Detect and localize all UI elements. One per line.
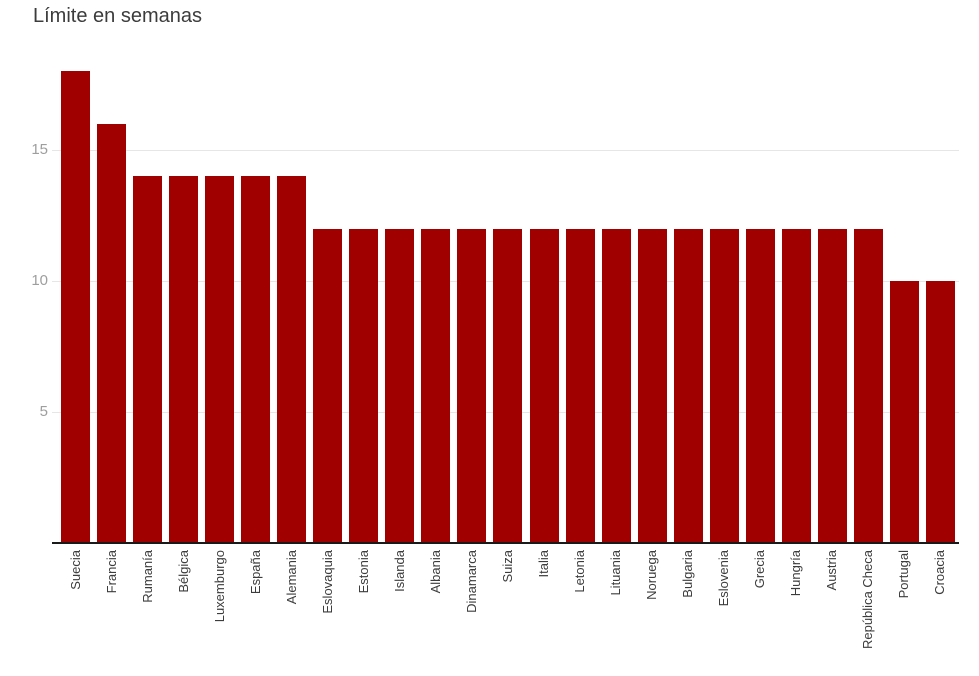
x-tick-label: Suiza [500, 550, 516, 588]
x-tick-label: Alemania [284, 550, 300, 609]
bar [241, 176, 270, 543]
bar [133, 176, 162, 543]
y-tick-label: 10 [31, 272, 48, 289]
x-tick-label-text: Albania [427, 550, 443, 594]
x-tick-label-text: Bulgaria [680, 550, 696, 598]
x-tick-label-text: Islanda [391, 550, 407, 592]
x-tick-label: Grecia [752, 550, 768, 593]
x-tick-label: Italia [536, 550, 552, 582]
x-tick-label: Hungría [788, 550, 804, 601]
x-axis-line [52, 542, 959, 544]
bar [493, 229, 522, 543]
bar [926, 281, 955, 543]
x-tick-label-text: Dinamarca [463, 550, 479, 613]
bar [818, 229, 847, 543]
x-tick-label-text: Luxemburgo [211, 550, 227, 623]
gridline [52, 150, 959, 151]
bar [277, 176, 306, 543]
x-tick-label-text: Hungría [788, 550, 804, 597]
x-tick-label: Albania [428, 550, 444, 598]
bar [782, 229, 811, 543]
x-tick-label-text: Italia [536, 550, 552, 578]
x-tick-label: Dinamarca [464, 550, 480, 618]
x-tick-label: Suecia [68, 550, 84, 595]
x-tick-label-text: Eslovenia [716, 550, 732, 607]
x-tick-label: Bélgica [176, 550, 192, 598]
bar [313, 229, 342, 543]
y-tick-label: 5 [39, 403, 48, 420]
bar [349, 229, 378, 543]
x-tick-label: Portugal [896, 550, 912, 603]
bar [97, 124, 126, 543]
chart-title: Límite en semanas [33, 5, 202, 27]
x-tick-label: Luxemburgo [212, 550, 228, 627]
x-tick-label-text: República Checa [860, 550, 876, 650]
x-tick-label: Eslovenia [716, 550, 732, 611]
x-tick-label: Noruega [644, 550, 660, 605]
x-tick-label: Bulgaria [680, 550, 696, 603]
bar [205, 176, 234, 543]
x-tick-label-text: Letonia [572, 550, 588, 593]
x-tick-label: Austria [824, 550, 840, 595]
x-tick-label-text: Lituania [608, 550, 624, 596]
bar [457, 229, 486, 543]
bar [530, 229, 559, 543]
x-tick-label-text: Croacia [932, 550, 948, 595]
x-tick-label: Eslovaquia [320, 550, 336, 619]
bar [890, 281, 919, 543]
bar [638, 229, 667, 543]
bar [385, 229, 414, 543]
x-tick-label-text: Grecia [752, 550, 768, 589]
x-tick-label: Lituania [608, 550, 624, 601]
x-tick-label: España [248, 550, 264, 599]
x-tick-label-text: Noruega [644, 550, 660, 600]
bar [710, 229, 739, 543]
bar [61, 71, 90, 543]
y-tick-label: 15 [31, 141, 48, 158]
x-tick-label-text: Suecia [67, 550, 83, 590]
x-tick-label-text: Rumanía [139, 550, 155, 603]
x-tick-label-text: Suiza [499, 550, 515, 583]
x-tick-label-text: Eslovaquia [319, 550, 335, 614]
bar [602, 229, 631, 543]
x-tick-label: Rumanía [140, 550, 156, 608]
x-tick-label-text: Alemania [283, 550, 299, 605]
x-tick-label-text: Bélgica [175, 550, 191, 593]
x-tick-label-text: Austria [824, 550, 840, 591]
x-tick-label: Islanda [392, 550, 408, 597]
bar [854, 229, 883, 543]
x-tick-label-text: Francia [103, 550, 119, 594]
bar [421, 229, 450, 543]
bar [169, 176, 198, 543]
x-tick-label-text: Estonia [355, 550, 371, 594]
bar [566, 229, 595, 543]
bar [674, 229, 703, 543]
x-tick-label: Estonia [356, 550, 372, 598]
x-tick-label: Croacia [932, 550, 948, 600]
x-tick-label: Letonia [572, 550, 588, 598]
x-tick-label: República Checa [860, 550, 876, 654]
x-tick-label-text: Portugal [896, 550, 912, 599]
bar [746, 229, 775, 543]
x-tick-label: Francia [104, 550, 120, 598]
x-tick-label-text: España [247, 550, 263, 595]
